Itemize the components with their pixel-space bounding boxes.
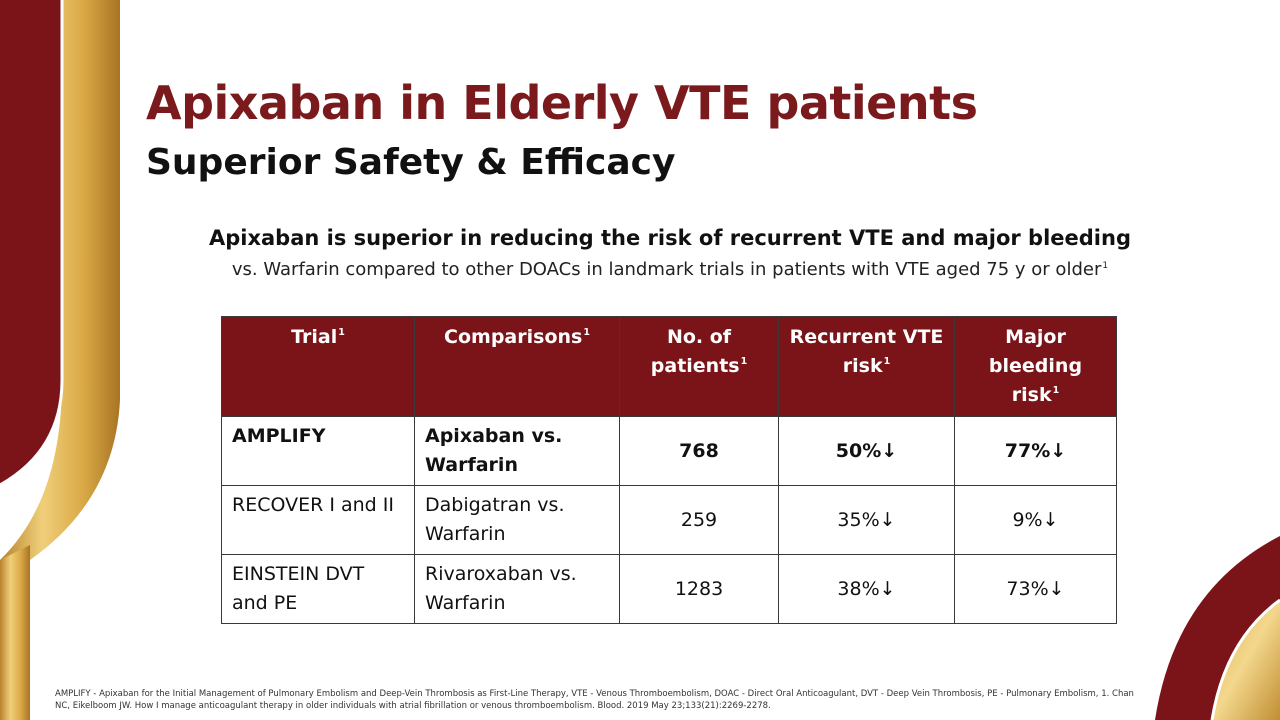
cell-trial: RECOVER I and II bbox=[221, 485, 415, 555]
header-comparisons-label: Comparisons bbox=[444, 326, 583, 348]
table-row: EINSTEIN DVT and PE Rivaroxaban vs. Warf… bbox=[221, 554, 1117, 624]
header-recurrent-vte: Recurrent VTE risk1 bbox=[778, 316, 955, 417]
cell-bleeding-risk: 9%↓ bbox=[954, 485, 1117, 555]
cell-vte-risk: 38%↓ bbox=[778, 554, 955, 624]
footnote: AMPLIFY - Apixaban for the Initial Manag… bbox=[55, 689, 1134, 711]
bottom-left-gold bbox=[0, 545, 30, 720]
header-trial-ref: 1 bbox=[338, 327, 345, 339]
trial-comparison-table: Trial1 Comparisons1 No. of patients1 Rec… bbox=[221, 316, 1117, 624]
header-patients-ref: 1 bbox=[740, 356, 748, 368]
slide-title: Apixaban in Elderly VTE patients bbox=[146, 76, 978, 130]
lead-subtext-body: vs. Warfarin compared to other DOACs in … bbox=[231, 259, 1102, 280]
lead-subtext: vs. Warfarin compared to other DOACs in … bbox=[160, 259, 1180, 280]
cell-vte-risk: 35%↓ bbox=[778, 485, 955, 555]
cell-patients: 259 bbox=[619, 485, 779, 555]
cell-bleeding-risk: 77%↓ bbox=[954, 416, 1117, 486]
header-patients-label: No. of patients bbox=[650, 326, 740, 377]
left-gold-band bbox=[0, 0, 120, 720]
cell-trial: AMPLIFY bbox=[221, 416, 415, 486]
lead-statement: Apixaban is superior in reducing the ris… bbox=[208, 226, 1131, 250]
header-major-bleeding-label: Major bleeding risk bbox=[988, 326, 1083, 406]
left-maroon-band bbox=[0, 0, 62, 485]
lead-reference-marker: 1 bbox=[1102, 260, 1109, 271]
header-comparisons: Comparisons1 bbox=[414, 316, 620, 417]
header-recurrent-vte-ref: 1 bbox=[883, 356, 891, 368]
header-trial-label: Trial bbox=[291, 326, 338, 348]
bottom-right-gold-arc bbox=[1212, 600, 1280, 720]
cell-comparison: Dabigatran vs. Warfarin bbox=[414, 485, 620, 555]
cell-comparison: Apixaban vs. Warfarin bbox=[414, 416, 620, 486]
header-patients: No. of patients1 bbox=[619, 316, 779, 417]
cell-patients: 1283 bbox=[619, 554, 779, 624]
header-comparisons-ref: 1 bbox=[583, 327, 590, 339]
header-recurrent-vte-label: Recurrent VTE risk bbox=[789, 326, 944, 377]
table-row: AMPLIFY Apixaban vs. Warfarin 768 50%↓ 7… bbox=[221, 416, 1117, 486]
table-header-row: Trial1 Comparisons1 No. of patients1 Rec… bbox=[221, 316, 1117, 417]
cell-bleeding-risk: 73%↓ bbox=[954, 554, 1117, 624]
cell-patients: 768 bbox=[619, 416, 779, 486]
header-major-bleeding: Major bleeding risk1 bbox=[954, 316, 1117, 417]
cell-vte-risk: 50%↓ bbox=[778, 416, 955, 486]
header-major-bleeding-ref: 1 bbox=[1052, 385, 1060, 397]
cell-trial: EINSTEIN DVT and PE bbox=[221, 554, 415, 624]
table-row: RECOVER I and II Dabigatran vs. Warfarin… bbox=[221, 485, 1117, 555]
cell-comparison: Rivaroxaban vs. Warfarin bbox=[414, 554, 620, 624]
slide-subtitle: Superior Safety & Efficacy bbox=[146, 142, 676, 183]
header-trial: Trial1 bbox=[221, 316, 415, 417]
